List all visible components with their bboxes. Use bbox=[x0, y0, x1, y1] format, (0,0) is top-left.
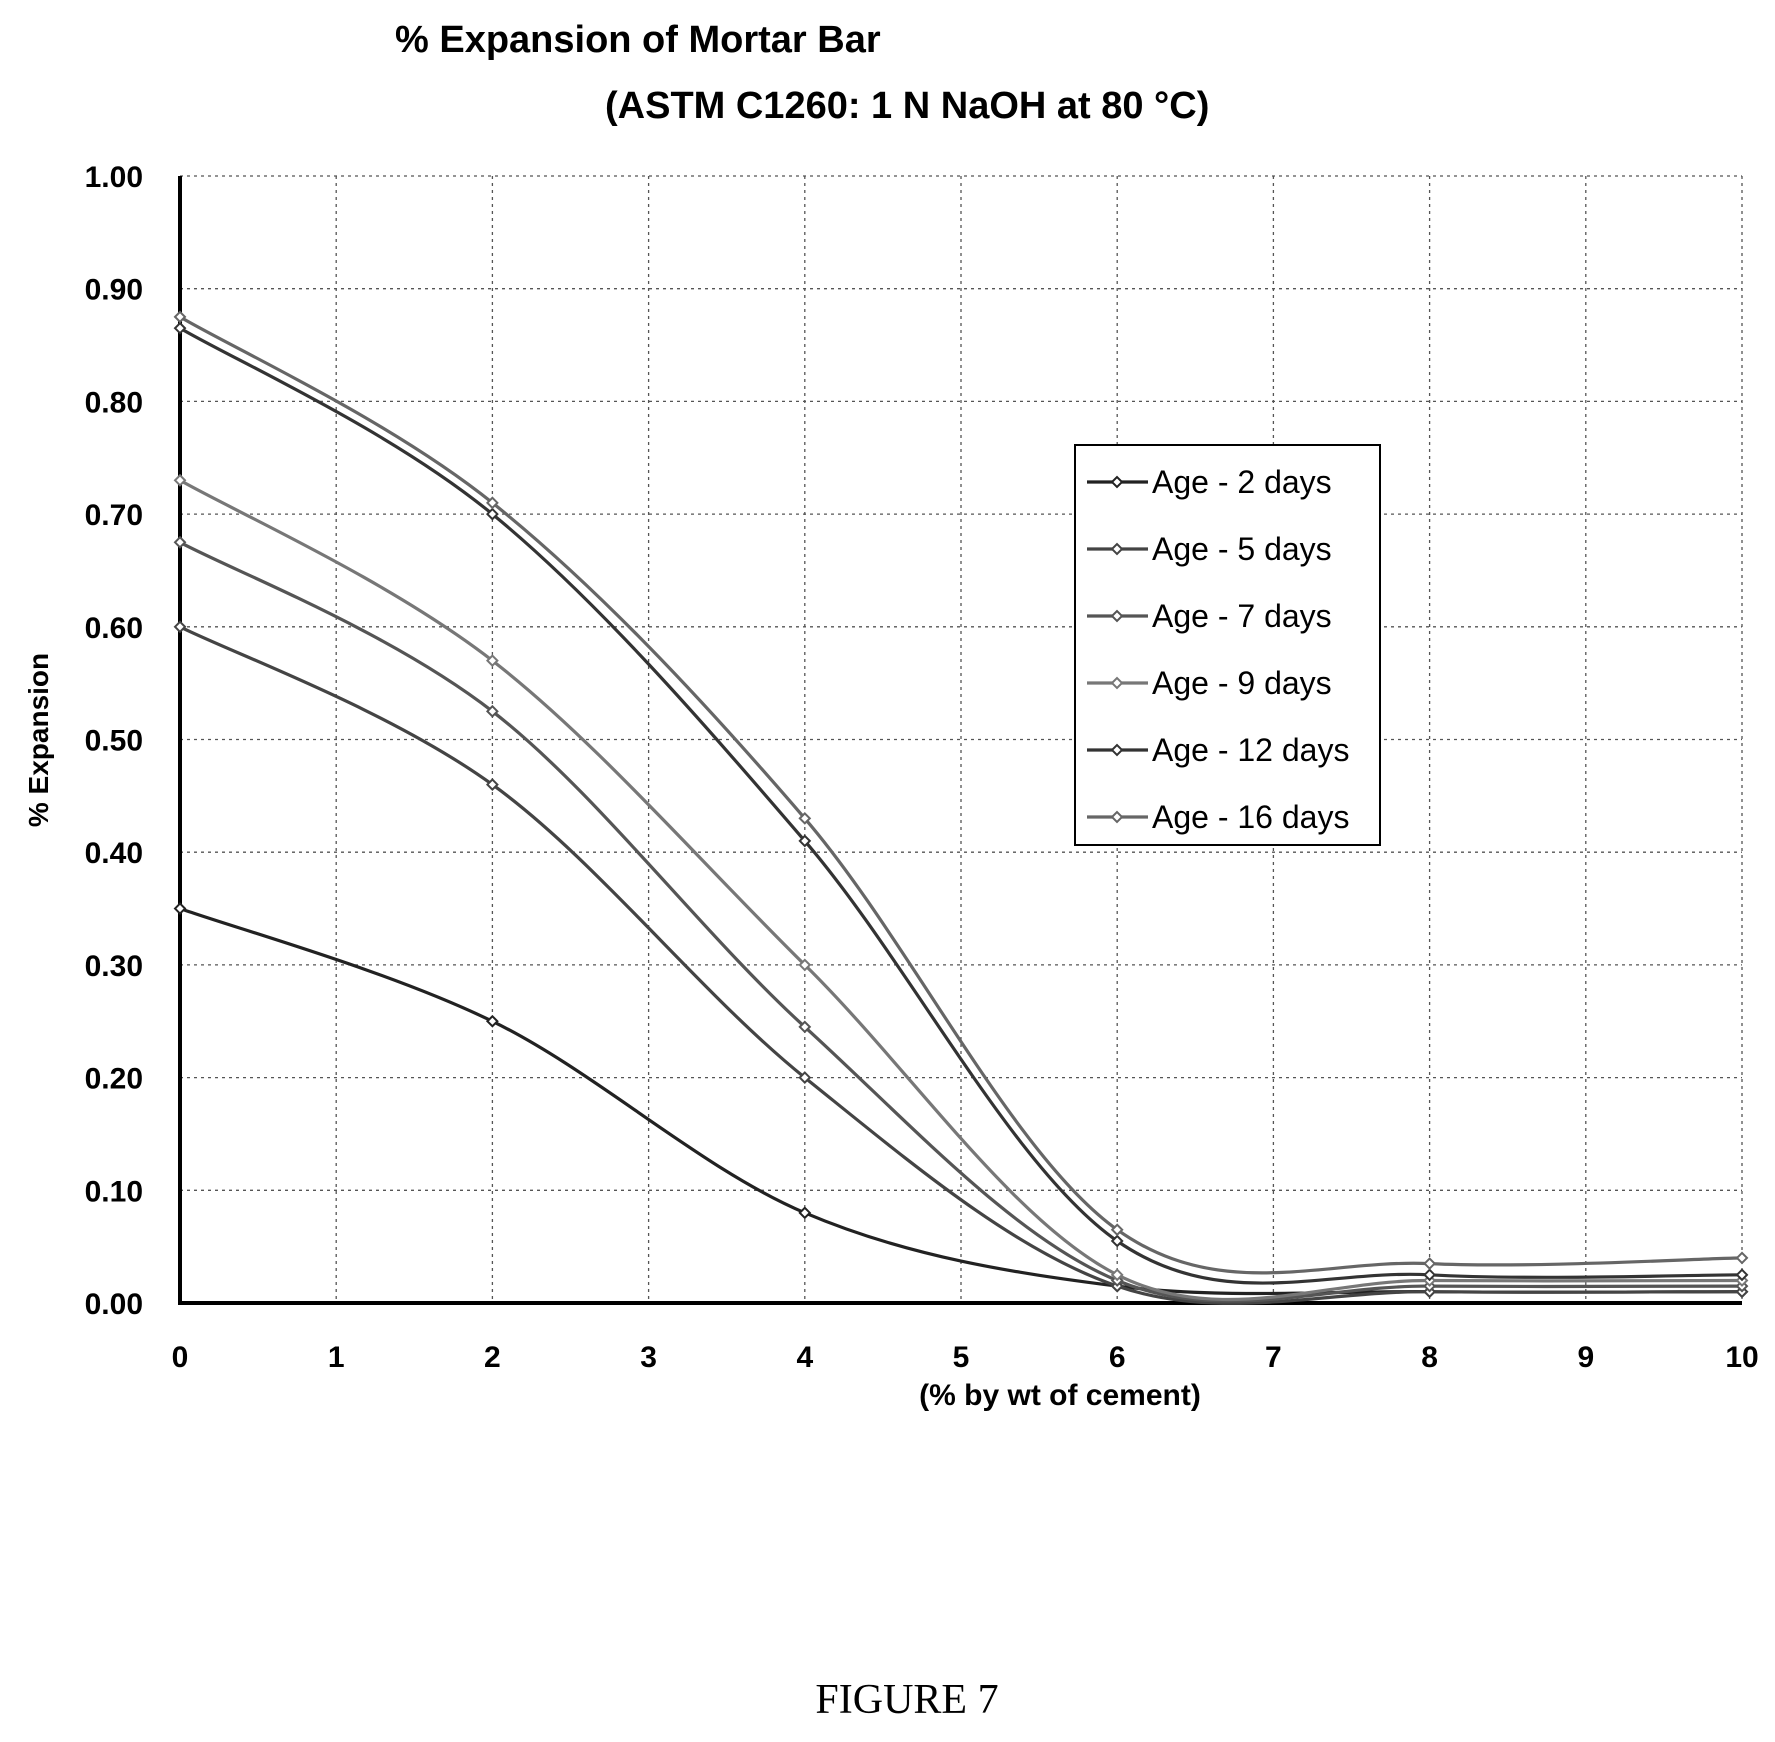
grid bbox=[180, 175, 1743, 1303]
data-point-marker bbox=[798, 811, 812, 825]
data-point-marker bbox=[485, 507, 499, 521]
data-point-marker bbox=[798, 958, 812, 972]
y-axis-label: % Expansion bbox=[23, 653, 54, 827]
y-tick-label: 1.00 bbox=[85, 161, 143, 194]
y-tick-label: 0.30 bbox=[85, 950, 143, 983]
y-tick-label: 0.20 bbox=[85, 1063, 143, 1096]
data-point-marker bbox=[485, 1014, 499, 1028]
data-point-marker bbox=[798, 834, 812, 848]
series-line bbox=[179, 478, 1743, 1302]
y-tick-label: 0.10 bbox=[85, 1175, 143, 1208]
y-tick-label: 0.70 bbox=[85, 499, 143, 532]
y-tick-label: 0.00 bbox=[85, 1288, 143, 1321]
legend: Age - 2 days Age - 5 days Age - 7 days Age … bbox=[1074, 444, 1381, 846]
legend-label: Age - 12 days bbox=[1152, 732, 1349, 768]
series-line bbox=[179, 625, 1743, 1305]
legend-marker-swatch bbox=[1110, 542, 1124, 556]
y-tick-label: 0.40 bbox=[85, 837, 143, 870]
data-point-marker bbox=[173, 321, 187, 335]
y-tick-label: 0.80 bbox=[85, 386, 143, 419]
data-point-marker bbox=[1110, 1268, 1124, 1282]
x-tick-label: 6 bbox=[1109, 1341, 1126, 1374]
data-point-marker bbox=[485, 496, 499, 510]
x-tick-label: 5 bbox=[953, 1341, 970, 1374]
data-point-marker bbox=[485, 704, 499, 718]
chart-subtitle: (ASTM C1260: 1 N NaOH at 80 °C) bbox=[605, 85, 1209, 127]
legend-marker-swatch bbox=[1110, 609, 1124, 623]
data-point-marker bbox=[485, 654, 499, 668]
legend-label: Age - 2 days bbox=[1152, 464, 1332, 500]
x-tick-label: 7 bbox=[1265, 1341, 1282, 1374]
legend-marker-swatch bbox=[1110, 676, 1124, 690]
data-point-marker bbox=[798, 1206, 812, 1220]
axes bbox=[178, 176, 1742, 1305]
series-line bbox=[179, 315, 1743, 1275]
x-tick-label: 0 bbox=[172, 1341, 189, 1374]
legend-box bbox=[1074, 444, 1381, 846]
legend-marker-swatch bbox=[1110, 743, 1124, 757]
y-tick-label: 0.90 bbox=[85, 274, 143, 307]
data-point-marker bbox=[173, 473, 187, 487]
y-tick-labels: 0.00 0.10 0.20 0.30 0.40 0.50 0.60 0.70 0.80 0.90… bbox=[85, 161, 143, 1321]
data-point-marker bbox=[798, 1020, 812, 1034]
series-lines bbox=[173, 310, 1749, 1305]
x-tick-label: 3 bbox=[640, 1341, 657, 1374]
x-tick-label: 9 bbox=[1577, 1341, 1594, 1374]
chart-title: % Expansion of Mortar Bar bbox=[395, 19, 881, 61]
data-point-marker bbox=[173, 535, 187, 549]
data-point-marker bbox=[1110, 1223, 1124, 1237]
data-point-marker bbox=[173, 620, 187, 634]
data-point-marker bbox=[1423, 1257, 1437, 1270]
x-tick-labels: 0 1 2 3 4 5 6 7 8 9 10 bbox=[172, 1341, 1759, 1374]
legend-label: Age - 9 days bbox=[1152, 665, 1332, 701]
data-point-marker bbox=[1110, 1234, 1124, 1248]
x-tick-label: 2 bbox=[484, 1341, 501, 1374]
x-tick-label: 1 bbox=[328, 1341, 345, 1374]
figure-caption: FIGURE 7 bbox=[815, 1677, 998, 1723]
x-tick-label: 4 bbox=[796, 1341, 813, 1374]
y-tick-label: 0.60 bbox=[85, 612, 143, 645]
legend-marker-swatch bbox=[1110, 810, 1124, 824]
legend-label: Age - 16 days bbox=[1152, 799, 1349, 835]
x-tick-label: 10 bbox=[1725, 1341, 1758, 1374]
legend-marker-swatch bbox=[1110, 475, 1124, 489]
y-tick-label: 0.50 bbox=[85, 725, 143, 758]
data-point-marker bbox=[798, 1071, 812, 1085]
legend-label: Age - 5 days bbox=[1152, 531, 1332, 567]
data-point-marker bbox=[485, 778, 499, 791]
data-point-marker bbox=[173, 902, 187, 915]
data-point-marker bbox=[1735, 1268, 1749, 1282]
legend-label: Age - 7 days bbox=[1152, 598, 1332, 634]
x-axis-label: (% by wt of cement) bbox=[919, 1379, 1201, 1412]
x-tick-label: 8 bbox=[1421, 1341, 1438, 1374]
data-point-marker bbox=[173, 310, 187, 324]
data-point-marker bbox=[1423, 1268, 1437, 1282]
data-point-marker bbox=[1735, 1251, 1749, 1265]
series-line bbox=[179, 540, 1743, 1303]
